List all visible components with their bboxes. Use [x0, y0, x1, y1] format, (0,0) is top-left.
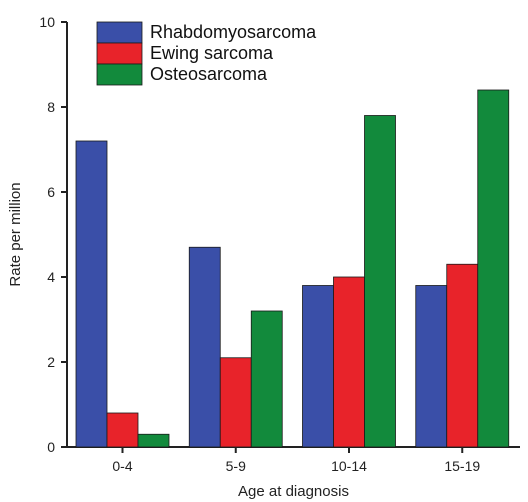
bar: [477, 89, 510, 448]
x-tick-label: 5-9: [226, 458, 246, 474]
bar: [250, 310, 283, 448]
bar: [188, 246, 221, 448]
plot-area: 0 2 4 6 8 10 0-4 5-9 10-14 15-19: [39, 14, 520, 474]
y-tick-label: 8: [47, 99, 55, 115]
bar: [75, 140, 108, 448]
legend-swatch: [96, 42, 143, 65]
y-axis-title: Rate per million: [7, 182, 24, 286]
legend-swatch: [96, 21, 143, 44]
legend-label: Ewing sarcoma: [150, 43, 274, 63]
bar: [415, 285, 448, 448]
x-tick-label: 15-19: [444, 458, 480, 474]
legend-swatch: [96, 63, 143, 86]
y-tick-label: 0: [47, 439, 55, 455]
bar: [137, 433, 170, 448]
legend-label: Rhabdomyosarcoma: [150, 22, 317, 42]
y-tick-label: 2: [47, 354, 55, 370]
bar: [446, 263, 479, 448]
bar: [302, 285, 334, 448]
bar: [219, 357, 252, 448]
x-tick-label: 0-4: [112, 458, 132, 474]
y-tick-label: 4: [47, 269, 55, 285]
x-axis-title: Age at diagnosis: [238, 483, 349, 500]
bar: [106, 412, 139, 448]
x-tick-label: 10-14: [331, 458, 367, 474]
bar: [364, 115, 396, 448]
y-tick-label: 10: [39, 14, 55, 30]
legend-label: Osteosarcoma: [150, 64, 268, 84]
y-tick-label: 6: [47, 184, 55, 200]
bar: [333, 276, 365, 448]
